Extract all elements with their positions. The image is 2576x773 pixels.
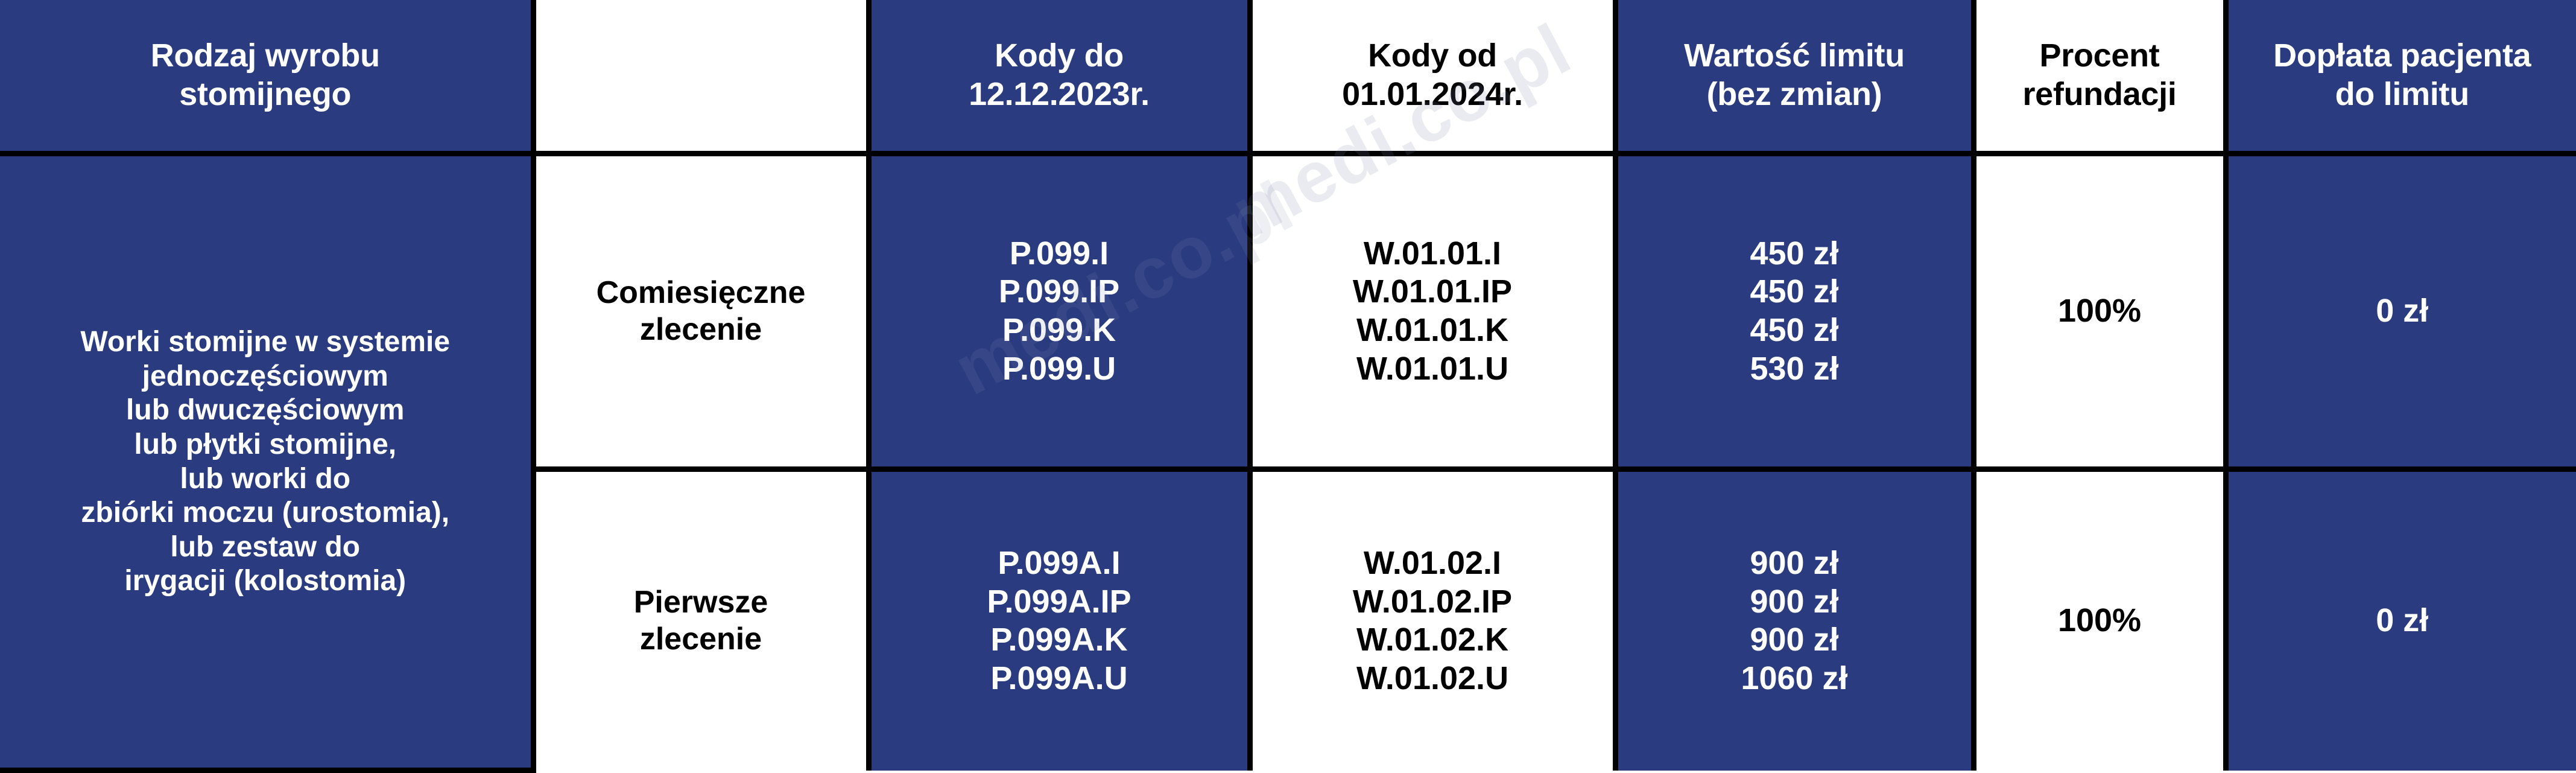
refund-percent-cell: 100% bbox=[1973, 469, 2226, 771]
column-header-order-type bbox=[533, 0, 869, 154]
limit-value: 900 zł bbox=[1618, 583, 1971, 622]
order-type-cell: Comiesięczne zlecenie bbox=[533, 154, 869, 469]
column-header-limit-value: Wartość limitu (bez zmian) bbox=[1615, 0, 1973, 154]
limit-value: 450 zł bbox=[1618, 311, 1971, 350]
product-line: jednoczęściowym bbox=[0, 360, 531, 394]
product-line: lub dwuczęściowym bbox=[0, 393, 531, 428]
code-new: W.01.02.IP bbox=[1253, 583, 1613, 622]
column-header-product: Rodzaj wyrobu stomijnego bbox=[0, 0, 533, 154]
limit-value: 450 zł bbox=[1618, 273, 1971, 311]
header-line: 01.01.2024r. bbox=[1253, 75, 1613, 114]
header-line: refundacji bbox=[1976, 75, 2223, 114]
limit-value: 900 zł bbox=[1618, 544, 1971, 583]
header-line: 12.12.2023r. bbox=[872, 75, 1247, 114]
code-new: W.01.01.U bbox=[1253, 350, 1613, 389]
header-line: Kody do bbox=[872, 37, 1247, 75]
header-line: Rodzaj wyrobu bbox=[0, 37, 531, 75]
header-line: Procent bbox=[1976, 37, 2223, 75]
header-line: stomijnego bbox=[0, 75, 531, 114]
codes-new-cell: W.01.01.I W.01.01.IP W.01.01.K W.01.01.U bbox=[1250, 154, 1615, 469]
limit-value: 530 zł bbox=[1618, 350, 1971, 389]
limit-value-cell: 450 zł 450 zł 450 zł 530 zł bbox=[1615, 154, 1973, 469]
product-line: lub płytki stomijne, bbox=[0, 428, 531, 462]
limit-value: 900 zł bbox=[1618, 621, 1971, 660]
table-row: Worki stomijne w systemie jednoczęściowy… bbox=[0, 154, 2576, 469]
code-old: P.099A.IP bbox=[872, 583, 1247, 622]
code-old: P.099.U bbox=[872, 350, 1247, 389]
header-line: Dopłata pacjenta bbox=[2229, 37, 2576, 75]
code-new: W.01.02.U bbox=[1253, 660, 1613, 698]
order-type-line: zlecenie bbox=[536, 621, 866, 658]
header-line: (bez zmian) bbox=[1618, 75, 1971, 114]
header-line: Kody od bbox=[1253, 37, 1613, 75]
product-line: irygacji (kolostomia) bbox=[0, 564, 531, 599]
codes-new-cell: W.01.02.I W.01.02.IP W.01.02.K W.01.02.U bbox=[1250, 469, 1615, 771]
code-new: W.01.02.I bbox=[1253, 544, 1613, 583]
code-old: P.099.I bbox=[872, 235, 1247, 273]
code-new: W.01.02.K bbox=[1253, 621, 1613, 660]
order-type-line: Comiesięczne bbox=[536, 275, 866, 311]
product-description-cell: Worki stomijne w systemie jednoczęściowy… bbox=[0, 154, 533, 771]
code-new: W.01.01.K bbox=[1253, 311, 1613, 350]
column-header-codes-old: Kody do 12.12.2023r. bbox=[869, 0, 1250, 154]
product-line: lub worki do bbox=[0, 462, 531, 497]
codes-old-cell: P.099.I P.099.IP P.099.K P.099.U bbox=[869, 154, 1250, 469]
product-line: Worki stomijne w systemie bbox=[0, 325, 531, 360]
code-old: P.099A.K bbox=[872, 621, 1247, 660]
order-type-line: Pierwsze bbox=[536, 584, 866, 621]
limit-value: 1060 zł bbox=[1618, 660, 1971, 698]
code-old: P.099A.I bbox=[872, 544, 1247, 583]
limit-value: 450 zł bbox=[1618, 235, 1971, 273]
header-line: do limitu bbox=[2229, 75, 2576, 114]
code-new: W.01.01.I bbox=[1253, 235, 1613, 273]
table-header-row: Rodzaj wyrobu stomijnego Kody do 12.12.2… bbox=[0, 0, 2576, 154]
code-old: P.099.K bbox=[872, 311, 1247, 350]
refund-percent-cell: 100% bbox=[1973, 154, 2226, 469]
column-header-refund-percent: Procent refundacji bbox=[1973, 0, 2226, 154]
order-type-cell: Pierwsze zlecenie bbox=[533, 469, 869, 771]
patient-extra-cell: 0 zł bbox=[2226, 469, 2576, 771]
codes-old-cell: P.099A.I P.099A.IP P.099A.K P.099A.U bbox=[869, 469, 1250, 771]
code-old: P.099.IP bbox=[872, 273, 1247, 311]
code-old: P.099A.U bbox=[872, 660, 1247, 698]
product-line: zbiórki moczu (urostomia), bbox=[0, 496, 531, 530]
column-header-patient-extra: Dopłata pacjenta do limitu bbox=[2226, 0, 2576, 154]
order-type-line: zlecenie bbox=[536, 311, 866, 348]
limit-value-cell: 900 zł 900 zł 900 zł 1060 zł bbox=[1615, 469, 1973, 771]
product-line: lub zestaw do bbox=[0, 530, 531, 565]
header-line: Wartość limitu bbox=[1618, 37, 1971, 75]
patient-extra-cell: 0 zł bbox=[2226, 154, 2576, 469]
code-new: W.01.01.IP bbox=[1253, 273, 1613, 311]
column-header-codes-new: Kody od 01.01.2024r. bbox=[1250, 0, 1615, 154]
